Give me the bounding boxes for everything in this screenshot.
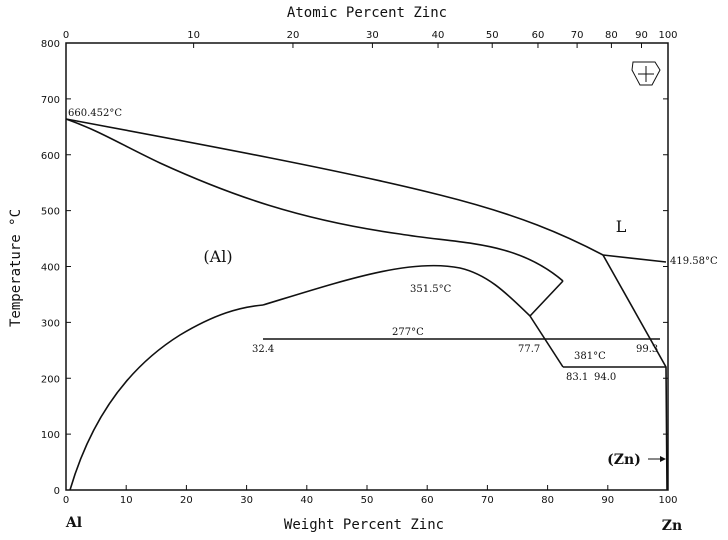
comp-94-0-label: 94.0	[594, 372, 616, 383]
eutectic-temp-label: 381°C	[574, 351, 606, 362]
y-tick-label: 800	[41, 39, 60, 50]
y-tick-label: 0	[54, 486, 60, 497]
top-tick-label: 0	[63, 30, 69, 41]
comp-32-4-label: 32.4	[252, 344, 274, 355]
liquid-phase-label: L	[616, 217, 627, 236]
top-tick-label: 30	[366, 30, 379, 41]
top-tick-label: 20	[287, 30, 300, 41]
al-melt-label: 660.452°C	[68, 108, 122, 119]
bottom-tick-label: 70	[481, 495, 494, 506]
y-axis-title: Temperature °C	[8, 209, 24, 327]
y-tick-label: 300	[41, 318, 60, 329]
top-tick-label: 80	[605, 30, 618, 41]
bottom-tick-label: 90	[601, 495, 614, 506]
bottom-tick-label: 10	[120, 495, 133, 506]
y-tick-label: 100	[41, 430, 60, 441]
miscibility-gap	[262, 264, 531, 317]
miscibility-peak-label: 351.5°C	[410, 284, 452, 295]
bottom-tick-label: 100	[658, 495, 677, 506]
liquidus-al-side	[65, 118, 604, 256]
top-tick-label: 40	[432, 30, 445, 41]
y-tick-label: 500	[41, 207, 60, 218]
bottom-axis-ticks: 0 10 20 30 40 50 60 70 80 90 100	[63, 485, 678, 506]
top-tick-label: 50	[486, 30, 499, 41]
y-axis-ticks: 0 100 200 300 400 500 600 700 800	[41, 39, 668, 497]
top-tick-label: 10	[187, 30, 200, 41]
zn-solidus	[660, 366, 668, 491]
zn-arrow-icon	[660, 456, 666, 462]
solvus-al	[69, 304, 264, 491]
bottom-tick-label: 80	[541, 495, 554, 506]
left-element-label: Al	[65, 515, 82, 531]
bottom-axis-title: Weight Percent Zinc	[284, 517, 444, 533]
eutectic-to-zn	[602, 254, 667, 368]
al-phase-label: (Al)	[203, 247, 232, 266]
al-solvus-high-zn	[529, 280, 564, 317]
zn-phase-label: (Zn)	[607, 452, 641, 468]
solidus-al-side	[65, 118, 564, 282]
top-tick-label: 60	[532, 30, 545, 41]
y-tick-label: 700	[41, 95, 60, 106]
top-axis-title: Atomic Percent Zinc	[287, 5, 447, 21]
bottom-tick-label: 0	[63, 495, 69, 506]
corner-sketch-icon	[631, 61, 661, 86]
y-tick-label: 400	[41, 263, 60, 274]
top-axis-ticks: 0 10 20 30 40 50 60 70 80 90 100	[63, 30, 678, 48]
plot-frame	[65, 42, 669, 491]
eutectic-monotectoid-link	[529, 315, 564, 368]
y-tick-label: 200	[41, 374, 60, 385]
comp-99-3-label: 99.3	[636, 344, 658, 355]
bottom-tick-label: 20	[180, 495, 193, 506]
right-element-label: Zn	[662, 518, 682, 534]
comp-77-7-label: 77.7	[518, 344, 540, 355]
monotectoid-temp-label: 277°C	[392, 327, 424, 338]
liquidus-zn-side	[602, 254, 667, 263]
bottom-tick-label: 30	[240, 495, 253, 506]
bottom-tick-label: 60	[421, 495, 434, 506]
top-tick-label: 100	[658, 30, 677, 41]
zn-melt-label: 419.58°C	[670, 256, 718, 267]
top-tick-label: 70	[571, 30, 584, 41]
top-tick-label: 90	[635, 30, 648, 41]
bottom-tick-label: 40	[300, 495, 313, 506]
y-tick-label: 600	[41, 151, 60, 162]
bottom-tick-label: 50	[361, 495, 374, 506]
comp-83-1-label: 83.1	[566, 372, 588, 383]
